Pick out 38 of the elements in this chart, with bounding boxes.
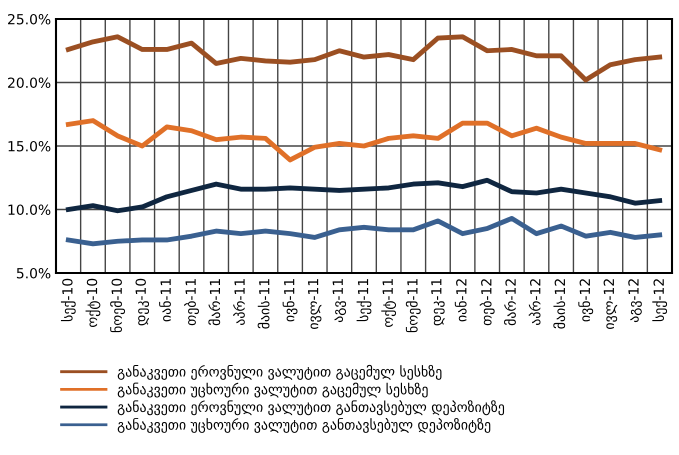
x-tick-label: ივნ-11: [282, 279, 298, 322]
legend-label: განაკვეთი ეროვნული ვალუტით გაცემულ სესხზე: [118, 364, 442, 380]
legend-label: განაკვეთი უცხოური ვალუტით განთავსებულ დეპოზიტზე: [118, 418, 490, 433]
line-series: [66, 178, 662, 214]
x-tick-label: ოქტ-10: [86, 278, 100, 327]
x-tick-label: აგვ-12: [628, 279, 642, 322]
legend-label: განაკვეთი უცხოური ვალუტით გაცემულ სესხზე: [118, 382, 428, 398]
x-tick-label: მარ-12: [504, 279, 516, 326]
x-tick-label: დეკ-10: [135, 278, 150, 326]
x-tick-label: სექ-12: [652, 279, 668, 322]
x-tick-label: სექ-10: [60, 278, 76, 322]
x-tick-label: სექ-11: [356, 279, 372, 322]
y-tick-label: 5.0%: [16, 268, 50, 278]
x-tick-label: ივლ-11: [308, 279, 322, 329]
x-tick-label: იან-11: [159, 279, 171, 322]
x-tick-label: იან-12: [454, 279, 467, 322]
legend-label: განაკვეთი ეროვნული ვალუტით განთავსებულ დეპოზიტზე: [118, 400, 504, 416]
y-tick-label: 10.0%: [8, 204, 50, 215]
line-series: [66, 118, 662, 162]
x-tick-label: დეკ-11: [431, 279, 445, 326]
x-tick-label: ნოემ-11: [406, 279, 421, 332]
y-tick-label: 25.0%: [8, 14, 50, 24]
x-tick-label: მარ-11: [208, 279, 220, 326]
x-tick-label: თებ-11: [184, 279, 199, 326]
x-tick-label: ოქტ-11: [381, 279, 396, 327]
y-tick-label: 20.0%: [8, 77, 50, 88]
x-tick-label: აგვ-11: [332, 279, 346, 322]
line-series: [66, 216, 662, 246]
x-tick-label: მაის-11: [258, 279, 270, 329]
x-tick-label: ნოემ-10: [110, 278, 126, 332]
line-series: [66, 34, 662, 82]
x-tick-label: აპრ-12: [528, 279, 541, 326]
x-tick-label: ივნ-12: [578, 279, 594, 322]
x-tick-label: თებ-12: [480, 279, 495, 326]
y-tick-label: 15.0%: [8, 140, 50, 152]
x-tick-label: აპრ-11: [233, 279, 245, 326]
x-tick-label: მაის-12: [553, 279, 566, 329]
x-tick-label: ივლ-12: [604, 279, 618, 329]
